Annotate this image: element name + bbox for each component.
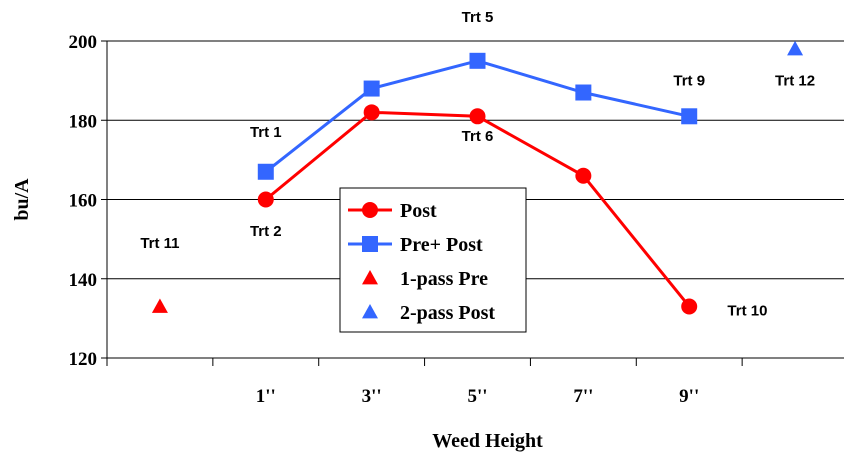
data-point-1-1: [363, 80, 380, 97]
legend-marker-1: [362, 236, 378, 252]
legend-marker-2: [362, 270, 378, 285]
data-point-1-2: [469, 52, 486, 69]
annotation-7: Trt 12: [775, 73, 815, 90]
data-point-0-1: [363, 104, 380, 121]
annotation-0: Trt 11: [140, 235, 179, 252]
x-tick-label-4: 7'': [573, 386, 593, 407]
data-point-1-4: [681, 108, 698, 125]
annotation-6: Trt 10: [727, 302, 767, 319]
data-point-2-0: [151, 298, 168, 313]
series-1: [257, 52, 698, 180]
data-point-0-3: [575, 167, 592, 184]
series: [151, 40, 804, 315]
data-point-1-3: [575, 84, 592, 101]
x-axis-label: Weed Height: [432, 430, 543, 452]
annotations: Trt 11 Trt 1 Trt 2 Trt 5 Trt 6 Trt 9 Trt 10 Trt…: [140, 9, 815, 319]
x-tick-label-3: 5'': [467, 386, 487, 407]
data-point-0-0: [257, 191, 274, 208]
data-point-0-4: [681, 298, 698, 315]
annotation-3: Trt 5: [462, 9, 494, 26]
legend-label-1: Pre+ Post: [400, 234, 483, 256]
y-axis-label: bu/A: [11, 178, 33, 221]
data-point-0-2: [469, 108, 486, 125]
x-tick-label-1: 1'': [256, 386, 276, 407]
series-3: [787, 40, 804, 56]
series-0: [257, 104, 698, 315]
annotation-2: Trt 2: [250, 223, 282, 240]
ticks: 120 140 160 180 200 1'' 3'' 5'' 7'' 9'': [69, 32, 700, 407]
x-tick-label-2: 3'': [362, 386, 382, 407]
series-2: [151, 298, 168, 313]
y-tick-label-2: 160: [69, 191, 98, 212]
y-tick-label-1: 140: [69, 270, 98, 291]
data-point-1-0: [257, 163, 274, 180]
y-tick-label-3: 180: [69, 111, 98, 132]
legend-label-0: Post: [400, 200, 437, 222]
axes: [101, 40, 844, 366]
legend-label-3: 2-pass Post: [400, 302, 495, 324]
legend-label-2: 1-pass Pre: [400, 268, 488, 290]
x-tick-label-5: 9'': [679, 386, 699, 407]
y-tick-label-4: 200: [69, 32, 98, 53]
legend: Post Pre+ Post 1-pass Pre 2-pass Post: [339, 187, 527, 333]
annotation-5: Trt 9: [673, 73, 705, 90]
annotation-1: Trt 1: [250, 124, 282, 141]
data-point-3-0: [787, 40, 804, 56]
legend-marker-3: [362, 304, 378, 319]
annotation-4: Trt 6: [462, 128, 494, 145]
y-tick-label-0: 120: [69, 349, 98, 370]
legend-marker-0: [362, 202, 378, 218]
